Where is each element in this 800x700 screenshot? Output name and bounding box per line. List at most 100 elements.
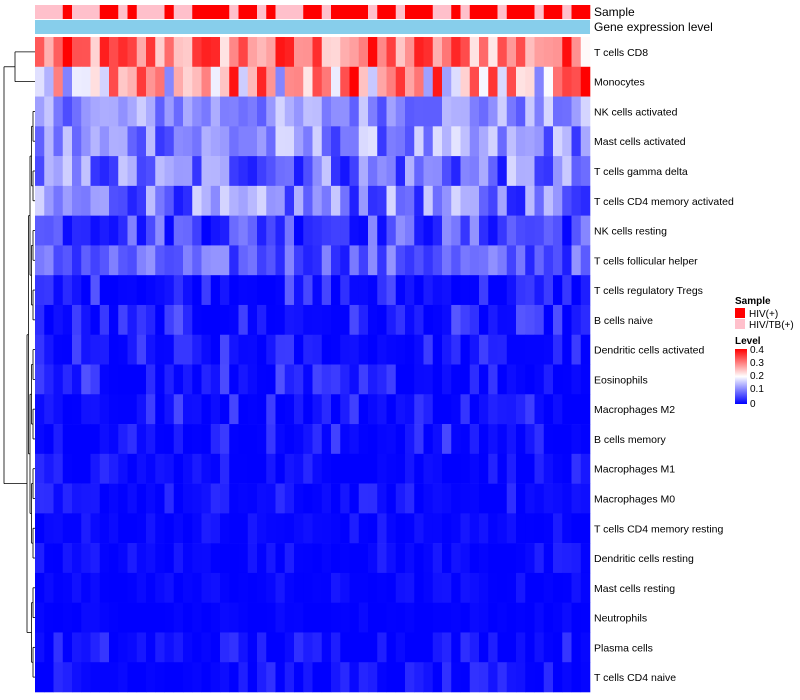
heatmap-cell	[44, 483, 54, 514]
heatmap-cell	[516, 185, 526, 216]
heatmap-cell	[414, 424, 424, 455]
heatmap-cell	[553, 632, 563, 663]
heatmap-cell	[377, 66, 387, 97]
heatmap-cell	[44, 275, 54, 306]
heatmap-cell	[284, 394, 295, 425]
heatmap-cell	[247, 245, 258, 276]
heatmap-cell	[349, 394, 360, 425]
heatmap-cell	[488, 126, 498, 157]
heatmap-cell	[442, 185, 452, 216]
heatmap-cell	[275, 364, 286, 395]
heatmap-cell	[81, 126, 91, 157]
heatmap-cell	[340, 185, 350, 216]
heatmap-cell	[266, 662, 276, 693]
heatmap-cell	[312, 156, 323, 187]
heatmap-cell	[423, 543, 434, 574]
heatmap-cell	[506, 572, 517, 603]
heatmap-cell	[331, 96, 341, 127]
heatmap-cell	[451, 602, 461, 633]
heatmap-cell	[331, 215, 341, 246]
heatmap-cell	[72, 602, 82, 633]
heatmap-cell	[349, 662, 360, 693]
heatmap-cell	[81, 572, 91, 603]
heatmap-cell	[275, 602, 286, 633]
heatmap-cell	[469, 245, 480, 276]
heatmap-cell	[349, 543, 360, 574]
heatmap-cell	[210, 632, 221, 663]
sample-annotation-cell	[331, 5, 341, 19]
heatmap-cell	[201, 156, 212, 187]
heatmap-cell	[469, 513, 480, 544]
heatmap-cell	[294, 602, 304, 633]
heatmap-cell	[469, 394, 480, 425]
heatmap-cell	[451, 483, 461, 514]
heatmap-cell	[44, 513, 54, 544]
heatmap-cell	[395, 513, 406, 544]
heatmap-cell	[543, 96, 554, 127]
heatmap-cell	[257, 632, 267, 663]
heatmap-cell	[275, 156, 286, 187]
heatmap-cell	[571, 632, 582, 663]
heatmap-cell	[247, 572, 258, 603]
heatmap-cell	[257, 37, 267, 68]
heatmap-cell	[543, 572, 554, 603]
sample-annotation-cell	[395, 5, 406, 19]
heatmap-cell	[201, 632, 212, 663]
heatmap-cell	[534, 334, 545, 365]
heatmap-cell	[358, 632, 369, 663]
heatmap-cell	[284, 275, 295, 306]
heatmap-cell	[53, 245, 64, 276]
heatmap-cell	[571, 66, 582, 97]
heatmap-cell	[146, 156, 156, 187]
heatmap-cell	[479, 572, 489, 603]
heatmap-cell	[183, 156, 193, 187]
heatmap-cell	[303, 364, 313, 395]
heatmap-cell	[405, 126, 415, 157]
heatmap-cell	[451, 37, 461, 68]
heatmap-cell	[155, 215, 165, 246]
heatmap-cell	[81, 364, 91, 395]
heatmap-cell	[303, 66, 313, 97]
heatmap-cell	[469, 483, 480, 514]
heatmap-cell	[192, 662, 202, 693]
heatmap-cell	[479, 304, 489, 336]
heatmap-cell	[192, 66, 202, 97]
legend-level-title: Level	[735, 336, 761, 347]
heatmap-cell	[580, 453, 591, 484]
heatmap-cell	[220, 513, 230, 544]
heatmap-cell	[127, 364, 138, 395]
heatmap-cell	[136, 66, 147, 97]
heatmap-cell	[99, 513, 110, 544]
heatmap-cell	[516, 66, 526, 97]
heatmap-cell	[72, 215, 82, 246]
heatmap-cell	[99, 156, 110, 187]
heatmap-cell	[395, 662, 406, 693]
heatmap-cell	[534, 572, 545, 603]
heatmap-cell	[534, 632, 545, 663]
heatmap-cell	[395, 453, 406, 484]
heatmap-cell	[331, 602, 341, 633]
heatmap-cell	[506, 66, 517, 97]
heatmap-cell	[580, 513, 591, 544]
heatmap-cell	[118, 304, 128, 336]
heatmap-cell	[136, 96, 147, 127]
heatmap-cell	[303, 453, 313, 484]
heatmap-cell	[553, 483, 563, 514]
heatmap-cell	[451, 334, 461, 365]
heatmap-cell	[571, 275, 582, 306]
heatmap-cell	[284, 96, 295, 127]
heatmap-cell	[136, 275, 147, 306]
heatmap-cell	[201, 185, 212, 216]
heatmap-cell	[247, 602, 258, 633]
heatmap-cell	[571, 483, 582, 514]
heatmap-cell	[405, 602, 415, 633]
heatmap-cell	[580, 632, 591, 663]
heatmap-cell	[238, 394, 249, 425]
heatmap-cell	[210, 37, 221, 68]
heatmap-cell	[312, 543, 323, 574]
heatmap-cell	[81, 424, 91, 455]
heatmap-cell	[506, 37, 517, 68]
heatmap-cell	[469, 632, 480, 663]
heatmap-cell	[183, 66, 193, 97]
heatmap-cell	[321, 572, 332, 603]
